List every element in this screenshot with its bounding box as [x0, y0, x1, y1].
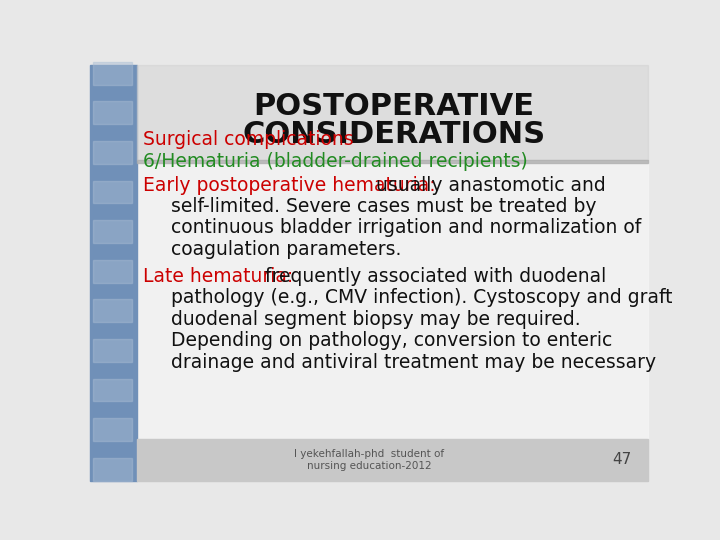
Text: coagulation parameters.: coagulation parameters.: [171, 240, 401, 259]
Text: pathology (e.g., CMV infection). Cystoscopy and graft: pathology (e.g., CMV infection). Cystosc…: [171, 288, 672, 307]
Bar: [93, 379, 132, 401]
Text: CONSIDERATIONS: CONSIDERATIONS: [243, 120, 546, 149]
Bar: [93, 180, 132, 204]
Text: frequently associated with duodenal: frequently associated with duodenal: [259, 267, 607, 286]
Bar: [93, 141, 132, 164]
Bar: [93, 299, 132, 322]
Text: Surgical complications: Surgical complications: [143, 130, 354, 149]
Text: 6/Hematuria (bladder-drained recipients): 6/Hematuria (bladder-drained recipients): [143, 152, 528, 171]
Bar: [138, 439, 648, 481]
Bar: [93, 418, 132, 441]
Bar: [90, 65, 138, 481]
Text: Early postoperative hematuria:: Early postoperative hematuria:: [143, 176, 436, 195]
Bar: [93, 458, 132, 481]
Text: usually anastomotic and: usually anastomotic and: [370, 176, 606, 195]
Text: duodenal segment biopsy may be required.: duodenal segment biopsy may be required.: [171, 310, 580, 329]
Text: continuous bladder irrigation and normalization of: continuous bladder irrigation and normal…: [171, 218, 641, 237]
Bar: [138, 65, 648, 160]
Bar: [138, 160, 648, 163]
Text: l yekehfallah-phd  student of
nursing education-2012: l yekehfallah-phd student of nursing edu…: [294, 449, 444, 470]
Text: 47: 47: [612, 453, 631, 467]
Text: Late hematuria:: Late hematuria:: [143, 267, 293, 286]
Bar: [93, 220, 132, 243]
Bar: [93, 260, 132, 282]
Bar: [93, 102, 132, 124]
Text: Depending on pathology, conversion to enteric: Depending on pathology, conversion to en…: [171, 332, 612, 350]
Text: POSTOPERATIVE: POSTOPERATIVE: [253, 92, 535, 121]
Text: drainage and antiviral treatment may be necessary: drainage and antiviral treatment may be …: [171, 353, 656, 372]
Text: self-limited. Severe cases must be treated by: self-limited. Severe cases must be treat…: [171, 197, 596, 215]
Bar: [93, 339, 132, 362]
Bar: [93, 62, 132, 85]
